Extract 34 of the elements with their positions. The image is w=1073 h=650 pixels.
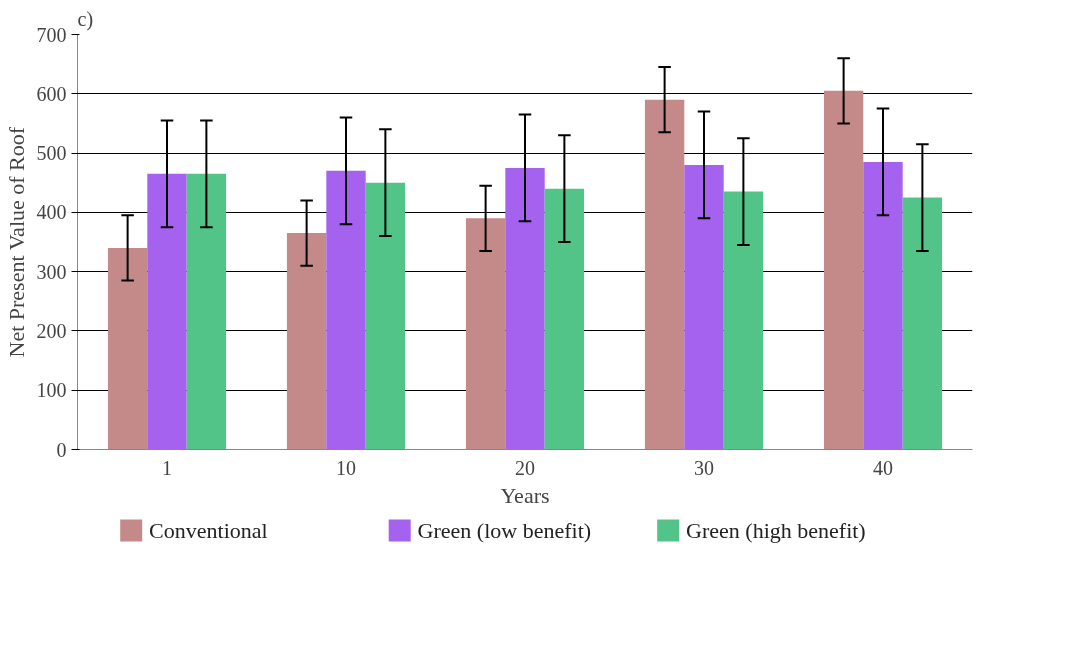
y-tick-label: 600 <box>36 82 67 105</box>
x-tick-label: 40 <box>873 456 893 479</box>
bar <box>186 173 227 450</box>
bar <box>286 233 327 450</box>
y-tick-label: 0 <box>56 438 67 461</box>
bar <box>365 182 406 450</box>
y-tick-label: 200 <box>36 319 67 342</box>
bar <box>147 173 187 450</box>
y-tick-label: 100 <box>36 379 67 402</box>
x-tick-label: 1 <box>162 456 172 479</box>
bar <box>644 99 685 450</box>
bar <box>544 188 585 450</box>
x-axis-title: Years <box>500 482 550 508</box>
y-tick-label: 400 <box>36 201 67 224</box>
legend-label: Conventional <box>149 518 268 543</box>
bar <box>465 218 506 450</box>
bar <box>823 90 864 450</box>
bar <box>723 191 764 450</box>
bar <box>863 161 903 450</box>
bar <box>326 170 366 450</box>
y-tick-label: 500 <box>36 142 67 165</box>
y-tick-label: 700 <box>36 23 67 46</box>
bar <box>684 164 724 450</box>
bar <box>107 247 148 450</box>
bar <box>902 197 943 450</box>
legend-label: Green (low benefit) <box>417 518 592 543</box>
legend-label: Green (high benefit) <box>686 518 866 543</box>
y-axis-title: Net Present Value of Roof <box>3 126 29 358</box>
y-tick-label: 300 <box>36 260 67 283</box>
x-tick-label: 20 <box>515 456 535 479</box>
bar <box>505 167 545 450</box>
x-tick-label: 30 <box>694 456 714 479</box>
x-tick-label: 10 <box>336 456 356 479</box>
text: c) <box>77 7 94 31</box>
